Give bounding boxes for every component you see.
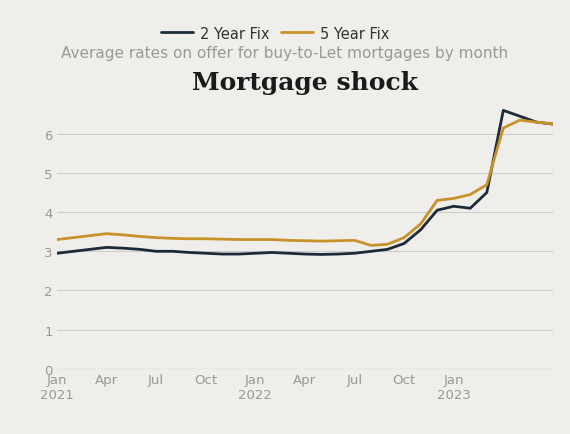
2 Year Fix (120, 246, 127, 251)
5 Year Fix (136, 234, 143, 240)
2 Year Fix (450, 204, 457, 210)
5 Year Fix (153, 235, 160, 240)
Text: Average rates on offer for buy-to-Let mortgages by month: Average rates on offer for buy-to-Let mo… (62, 46, 508, 60)
2 Year Fix (169, 249, 176, 254)
5 Year Fix (120, 233, 127, 238)
5 Year Fix (202, 237, 209, 242)
5 Year Fix (318, 239, 325, 244)
2 Year Fix (417, 227, 424, 233)
2 Year Fix (533, 120, 540, 125)
5 Year Fix (103, 232, 110, 237)
5 Year Fix (219, 237, 226, 242)
5 Year Fix (483, 183, 490, 188)
2 Year Fix (268, 250, 275, 256)
5 Year Fix (450, 196, 457, 201)
Line: 5 Year Fix: 5 Year Fix (57, 121, 553, 246)
5 Year Fix (467, 193, 474, 198)
2 Year Fix (252, 251, 259, 256)
2 Year Fix (302, 252, 308, 257)
2 Year Fix (219, 252, 226, 257)
2 Year Fix (483, 191, 490, 196)
5 Year Fix (70, 235, 77, 240)
2 Year Fix (318, 252, 325, 257)
2 Year Fix (87, 247, 93, 253)
2 Year Fix (384, 247, 391, 253)
2 Year Fix (202, 251, 209, 256)
2 Year Fix (285, 251, 292, 256)
2 Year Fix (136, 247, 143, 253)
5 Year Fix (169, 236, 176, 241)
5 Year Fix (268, 237, 275, 243)
2 Year Fix (351, 251, 358, 256)
5 Year Fix (434, 198, 441, 204)
5 Year Fix (186, 237, 193, 242)
2 Year Fix (186, 250, 193, 256)
Legend: 2 Year Fix, 5 Year Fix: 2 Year Fix, 5 Year Fix (154, 21, 396, 47)
Line: 2 Year Fix: 2 Year Fix (57, 111, 553, 255)
2 Year Fix (153, 249, 160, 254)
5 Year Fix (417, 222, 424, 227)
5 Year Fix (516, 118, 523, 123)
2 Year Fix (500, 108, 507, 114)
2 Year Fix (401, 241, 408, 247)
5 Year Fix (549, 122, 556, 128)
5 Year Fix (351, 238, 358, 243)
5 Year Fix (384, 242, 391, 247)
5 Year Fix (252, 237, 259, 243)
2 Year Fix (103, 245, 110, 250)
5 Year Fix (302, 239, 308, 244)
5 Year Fix (87, 233, 93, 239)
5 Year Fix (235, 237, 242, 243)
2 Year Fix (467, 206, 474, 211)
Title: Mortgage shock: Mortgage shock (192, 71, 418, 95)
2 Year Fix (549, 122, 556, 128)
2 Year Fix (434, 208, 441, 214)
5 Year Fix (533, 120, 540, 125)
5 Year Fix (500, 126, 507, 132)
5 Year Fix (368, 243, 374, 248)
2 Year Fix (335, 252, 341, 257)
5 Year Fix (54, 237, 60, 243)
2 Year Fix (70, 249, 77, 254)
5 Year Fix (335, 239, 341, 244)
5 Year Fix (285, 238, 292, 243)
2 Year Fix (368, 249, 374, 254)
5 Year Fix (401, 235, 408, 240)
2 Year Fix (54, 251, 60, 256)
2 Year Fix (516, 115, 523, 120)
2 Year Fix (235, 252, 242, 257)
